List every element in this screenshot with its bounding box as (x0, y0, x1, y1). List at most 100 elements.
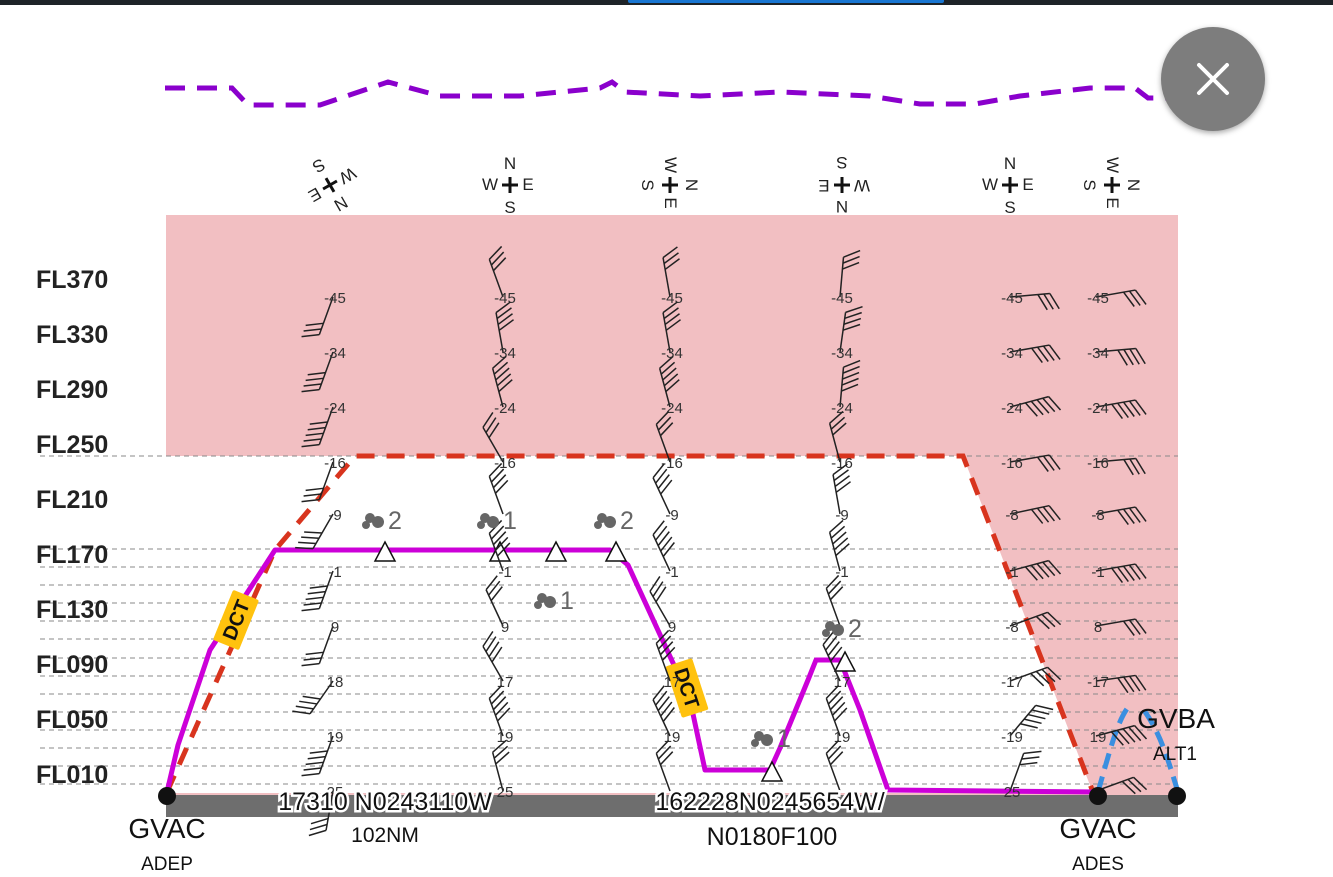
temperature-label: 25 (497, 784, 514, 801)
departure-role: ADEP (141, 854, 193, 875)
temperature-label: -24 (661, 400, 683, 417)
turbulence-value: 2 (388, 507, 402, 535)
compass-w-label: W (982, 175, 998, 194)
compass-n-label: N (836, 197, 848, 216)
compass-e-label: E (522, 175, 533, 194)
wind-compass: NESW (1080, 157, 1143, 209)
temperature-label: -45 (1001, 290, 1023, 307)
temperature-label: -45 (661, 290, 683, 307)
waypoint-label-1: 17310 N0243110W (278, 788, 492, 816)
flight-level-label: FL170 (36, 541, 108, 569)
close-icon (1161, 27, 1265, 131)
flight-level-label: FL330 (36, 321, 108, 349)
waypoint-label-2: 162228N0245654W/ (655, 788, 884, 816)
compass-s-label: S (638, 179, 657, 190)
flight-level-axis: FL370 FL330 FL290 FL250 FL210 FL170 FL130 FL090… (36, 266, 108, 789)
flight-level-label: FL010 (36, 761, 108, 789)
max-altitude-profile-line (165, 82, 1180, 105)
temperature-label: -1 (835, 564, 848, 581)
turbulence-value: 1 (503, 507, 517, 535)
compass-n-label: N (1124, 179, 1143, 191)
temperature-label: -45 (1087, 290, 1109, 307)
compass-e-label: E (661, 197, 680, 208)
temperature-label: -24 (1087, 400, 1109, 417)
temperature-label: -24 (1001, 400, 1023, 417)
temperature-label: 9 (668, 619, 676, 636)
temperature-label: -17 (1001, 674, 1023, 691)
temperature-label: 18 (327, 674, 344, 691)
temperature-label: -1 (1091, 564, 1104, 581)
turbulence-value: 2 (848, 615, 862, 643)
flight-level-label: FL290 (36, 376, 108, 404)
temperature-label: -34 (324, 345, 346, 362)
alternate-role: ALT1 (1153, 744, 1197, 765)
flight-level-label: FL370 (36, 266, 108, 294)
temperature-label: -16 (831, 455, 853, 472)
temperature-label: 9 (331, 619, 339, 636)
temperature-label: -34 (661, 345, 683, 362)
turbulence-value: 2 (620, 507, 634, 535)
flight-level-label: FL210 (36, 486, 108, 514)
temperature-label: -8 (1005, 619, 1018, 636)
temperature-label: -16 (661, 455, 683, 472)
alternate-code: GVBA (1137, 703, 1215, 734)
wind-compass: NESW (638, 157, 701, 209)
temperature-label: -34 (1001, 345, 1023, 362)
flight-level-label: FL250 (36, 431, 108, 459)
temperature-label: -9 (665, 507, 678, 524)
alternate-airport-dot[interactable] (1168, 787, 1186, 805)
compass-e-label: E (818, 176, 829, 195)
temperature-label: 9 (501, 619, 509, 636)
temperature-label: 19 (327, 729, 344, 746)
temperature-label: -45 (831, 290, 853, 307)
close-button[interactable] (1161, 27, 1265, 131)
temperature-label: -1 (328, 564, 341, 581)
departure-code: GVAC (128, 813, 205, 844)
compass-n-label: N (1004, 154, 1016, 173)
compass-w-label: W (482, 175, 498, 194)
compass-s-label: S (1004, 198, 1015, 217)
temperature-label: 19 (497, 729, 514, 746)
temperature-label: -1 (1005, 564, 1018, 581)
temperature-label: -1 (498, 564, 511, 581)
temperature-label: 19 (1090, 729, 1107, 746)
temperature-label: -19 (1001, 729, 1023, 746)
compass-s-label: S (1080, 179, 1099, 190)
turbulence-value: 1 (777, 725, 791, 753)
flight-level-label: FL130 (36, 596, 108, 624)
compass-s-label: S (504, 198, 515, 217)
waypoint-distance-1: 102NM (351, 824, 419, 847)
destination-code: GVAC (1059, 813, 1136, 844)
departure-airport-dot[interactable] (158, 787, 176, 805)
temperature-label: -34 (494, 345, 516, 362)
compass-w-label: W (336, 163, 359, 187)
compass-n-label: N (682, 179, 701, 191)
temperature-label: -17 (1087, 674, 1109, 691)
temperature-label: 8 (1094, 619, 1102, 636)
temperature-label: -8 (1005, 507, 1018, 524)
compass-n-label: N (331, 192, 351, 215)
temperature-label: -16 (324, 455, 346, 472)
temperature-label: -9 (328, 507, 341, 524)
destination-airport-dot[interactable] (1089, 787, 1107, 805)
temperature-label: 17 (664, 674, 681, 691)
temperature-label: -34 (831, 345, 853, 362)
temperature-label: -16 (1001, 455, 1023, 472)
compass-s-label: S (836, 153, 847, 172)
temperature-label: -16 (1087, 455, 1109, 472)
temperature-label: -8 (1091, 507, 1104, 524)
compass-w-label: W (854, 176, 870, 195)
flight-level-label: FL090 (36, 651, 108, 679)
compass-e-label: E (1022, 175, 1033, 194)
temperature-label: -34 (1087, 345, 1109, 362)
temperature-label: -1 (665, 564, 678, 581)
compass-w-label: W (1103, 157, 1122, 173)
waypoint-speed-level-2: N0180F100 (707, 823, 838, 851)
temperature-label: -24 (831, 400, 853, 417)
temperature-label: 25 (1004, 784, 1021, 801)
wind-compass: NESW (482, 154, 534, 217)
temperature-label: -16 (494, 455, 516, 472)
